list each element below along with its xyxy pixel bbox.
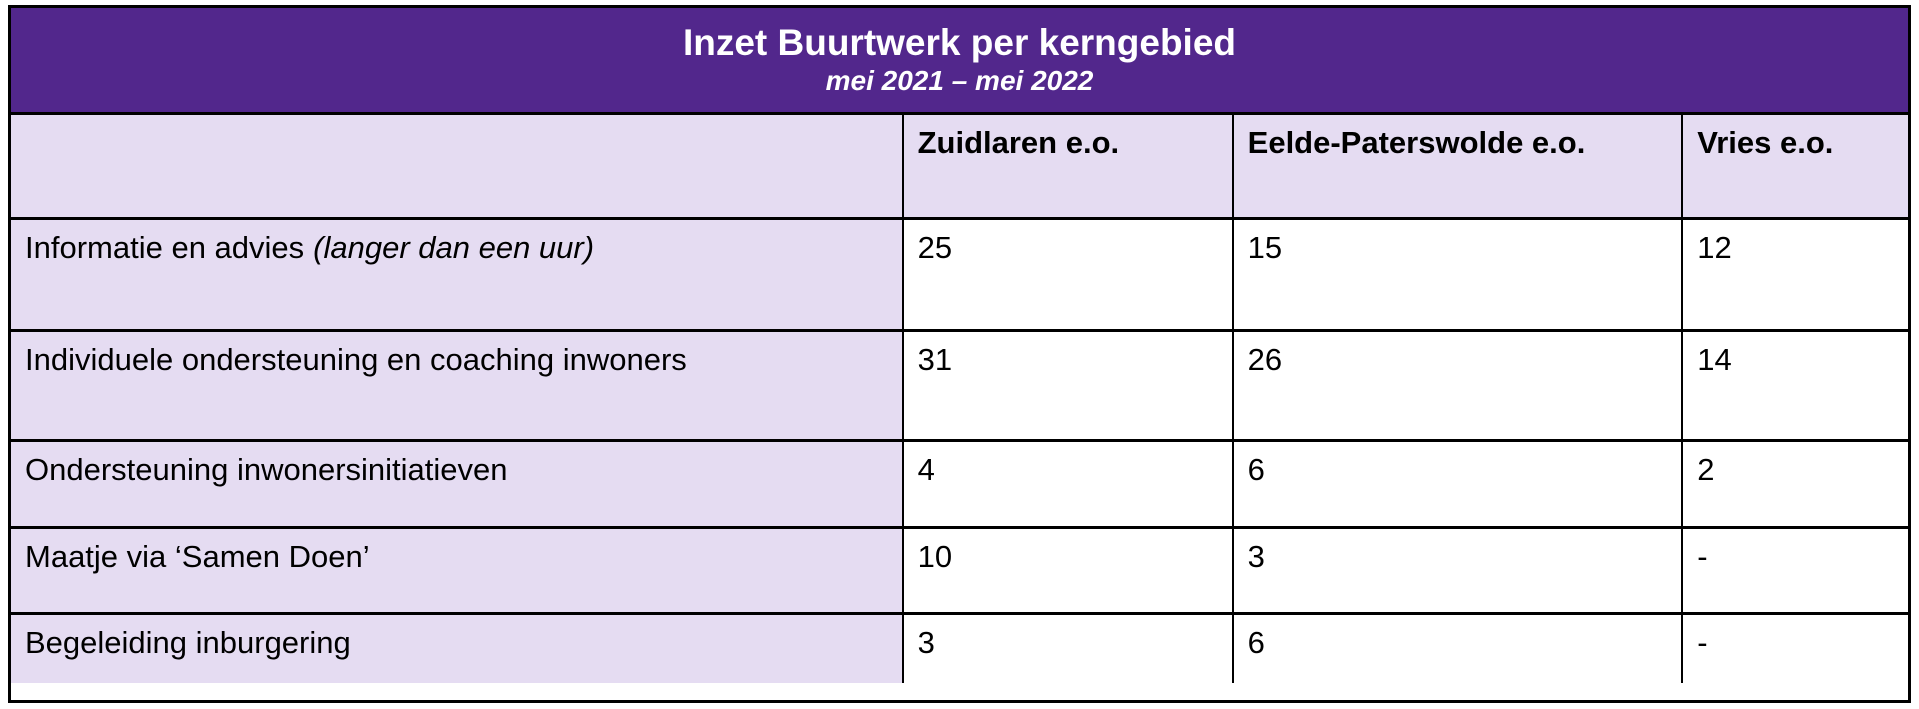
- value-cell: 25: [901, 216, 1234, 332]
- value-cell: 3: [1231, 525, 1684, 615]
- row-label-text: Informatie en advies: [25, 229, 305, 265]
- value-cell: 12: [1681, 216, 1908, 332]
- table-subtitle: mei 2021 – mei 2022: [825, 64, 1094, 96]
- data-table: Zuidlaren e.o. Eelde-Paterswolde e.o. Vr…: [11, 115, 1908, 683]
- row-label-cell: Begeleiding inburgering: [11, 611, 904, 683]
- row-label-note: (langer dan een uur): [313, 229, 595, 265]
- table-frame: Inzet Buurtwerk per kerngebied mei 2021 …: [8, 5, 1911, 703]
- row-label-text: Begeleiding inburgering: [25, 624, 351, 660]
- row-label-text: Individuele ondersteuning en coaching in…: [25, 341, 687, 377]
- value-cell: 31: [901, 328, 1234, 442]
- value-cell: 14: [1681, 328, 1908, 442]
- row-label-cell: Ondersteuning inwonersinitiatieven: [11, 438, 904, 529]
- value-cell: 6: [1231, 438, 1684, 529]
- value-cell: 2: [1681, 438, 1908, 529]
- value-cell: 15: [1231, 216, 1684, 332]
- value-cell: 10: [901, 525, 1234, 615]
- value-cell: 6: [1231, 611, 1684, 683]
- title-banner: Inzet Buurtwerk per kerngebied mei 2021 …: [11, 8, 1908, 115]
- table-row: Individuele ondersteuning en coaching in…: [11, 328, 1908, 442]
- table-row: Ondersteuning inwonersinitiatieven 4 6 2: [11, 438, 1908, 529]
- row-label-cell: Individuele ondersteuning en coaching in…: [11, 328, 904, 442]
- header-row: Zuidlaren e.o. Eelde-Paterswolde e.o. Vr…: [11, 115, 1908, 220]
- row-label-text: Ondersteuning inwonersinitiatieven: [25, 451, 508, 487]
- table-row: Maatje via ‘Samen Doen’ 10 3 -: [11, 525, 1908, 615]
- table-row: Begeleiding inburgering 3 6 -: [11, 611, 1908, 683]
- corner-header-cell: [11, 115, 904, 220]
- column-header-zuidlaren: Zuidlaren e.o.: [901, 115, 1234, 220]
- value-cell: -: [1681, 611, 1908, 683]
- column-header-vries: Vries e.o.: [1681, 115, 1908, 220]
- value-cell: 3: [901, 611, 1234, 683]
- value-cell: -: [1681, 525, 1908, 615]
- row-label-cell: Maatje via ‘Samen Doen’: [11, 525, 904, 615]
- table-title: Inzet Buurtwerk per kerngebied: [682, 22, 1237, 64]
- table-row: Informatie en advies (langer dan een uur)…: [11, 216, 1908, 332]
- row-label-text: Maatje via ‘Samen Doen’: [25, 538, 370, 574]
- value-cell: 4: [901, 438, 1234, 529]
- row-label-cell: Informatie en advies (langer dan een uur): [11, 216, 904, 332]
- column-header-eelde-paterswolde: Eelde-Paterswolde e.o.: [1231, 115, 1684, 220]
- value-cell: 26: [1231, 328, 1684, 442]
